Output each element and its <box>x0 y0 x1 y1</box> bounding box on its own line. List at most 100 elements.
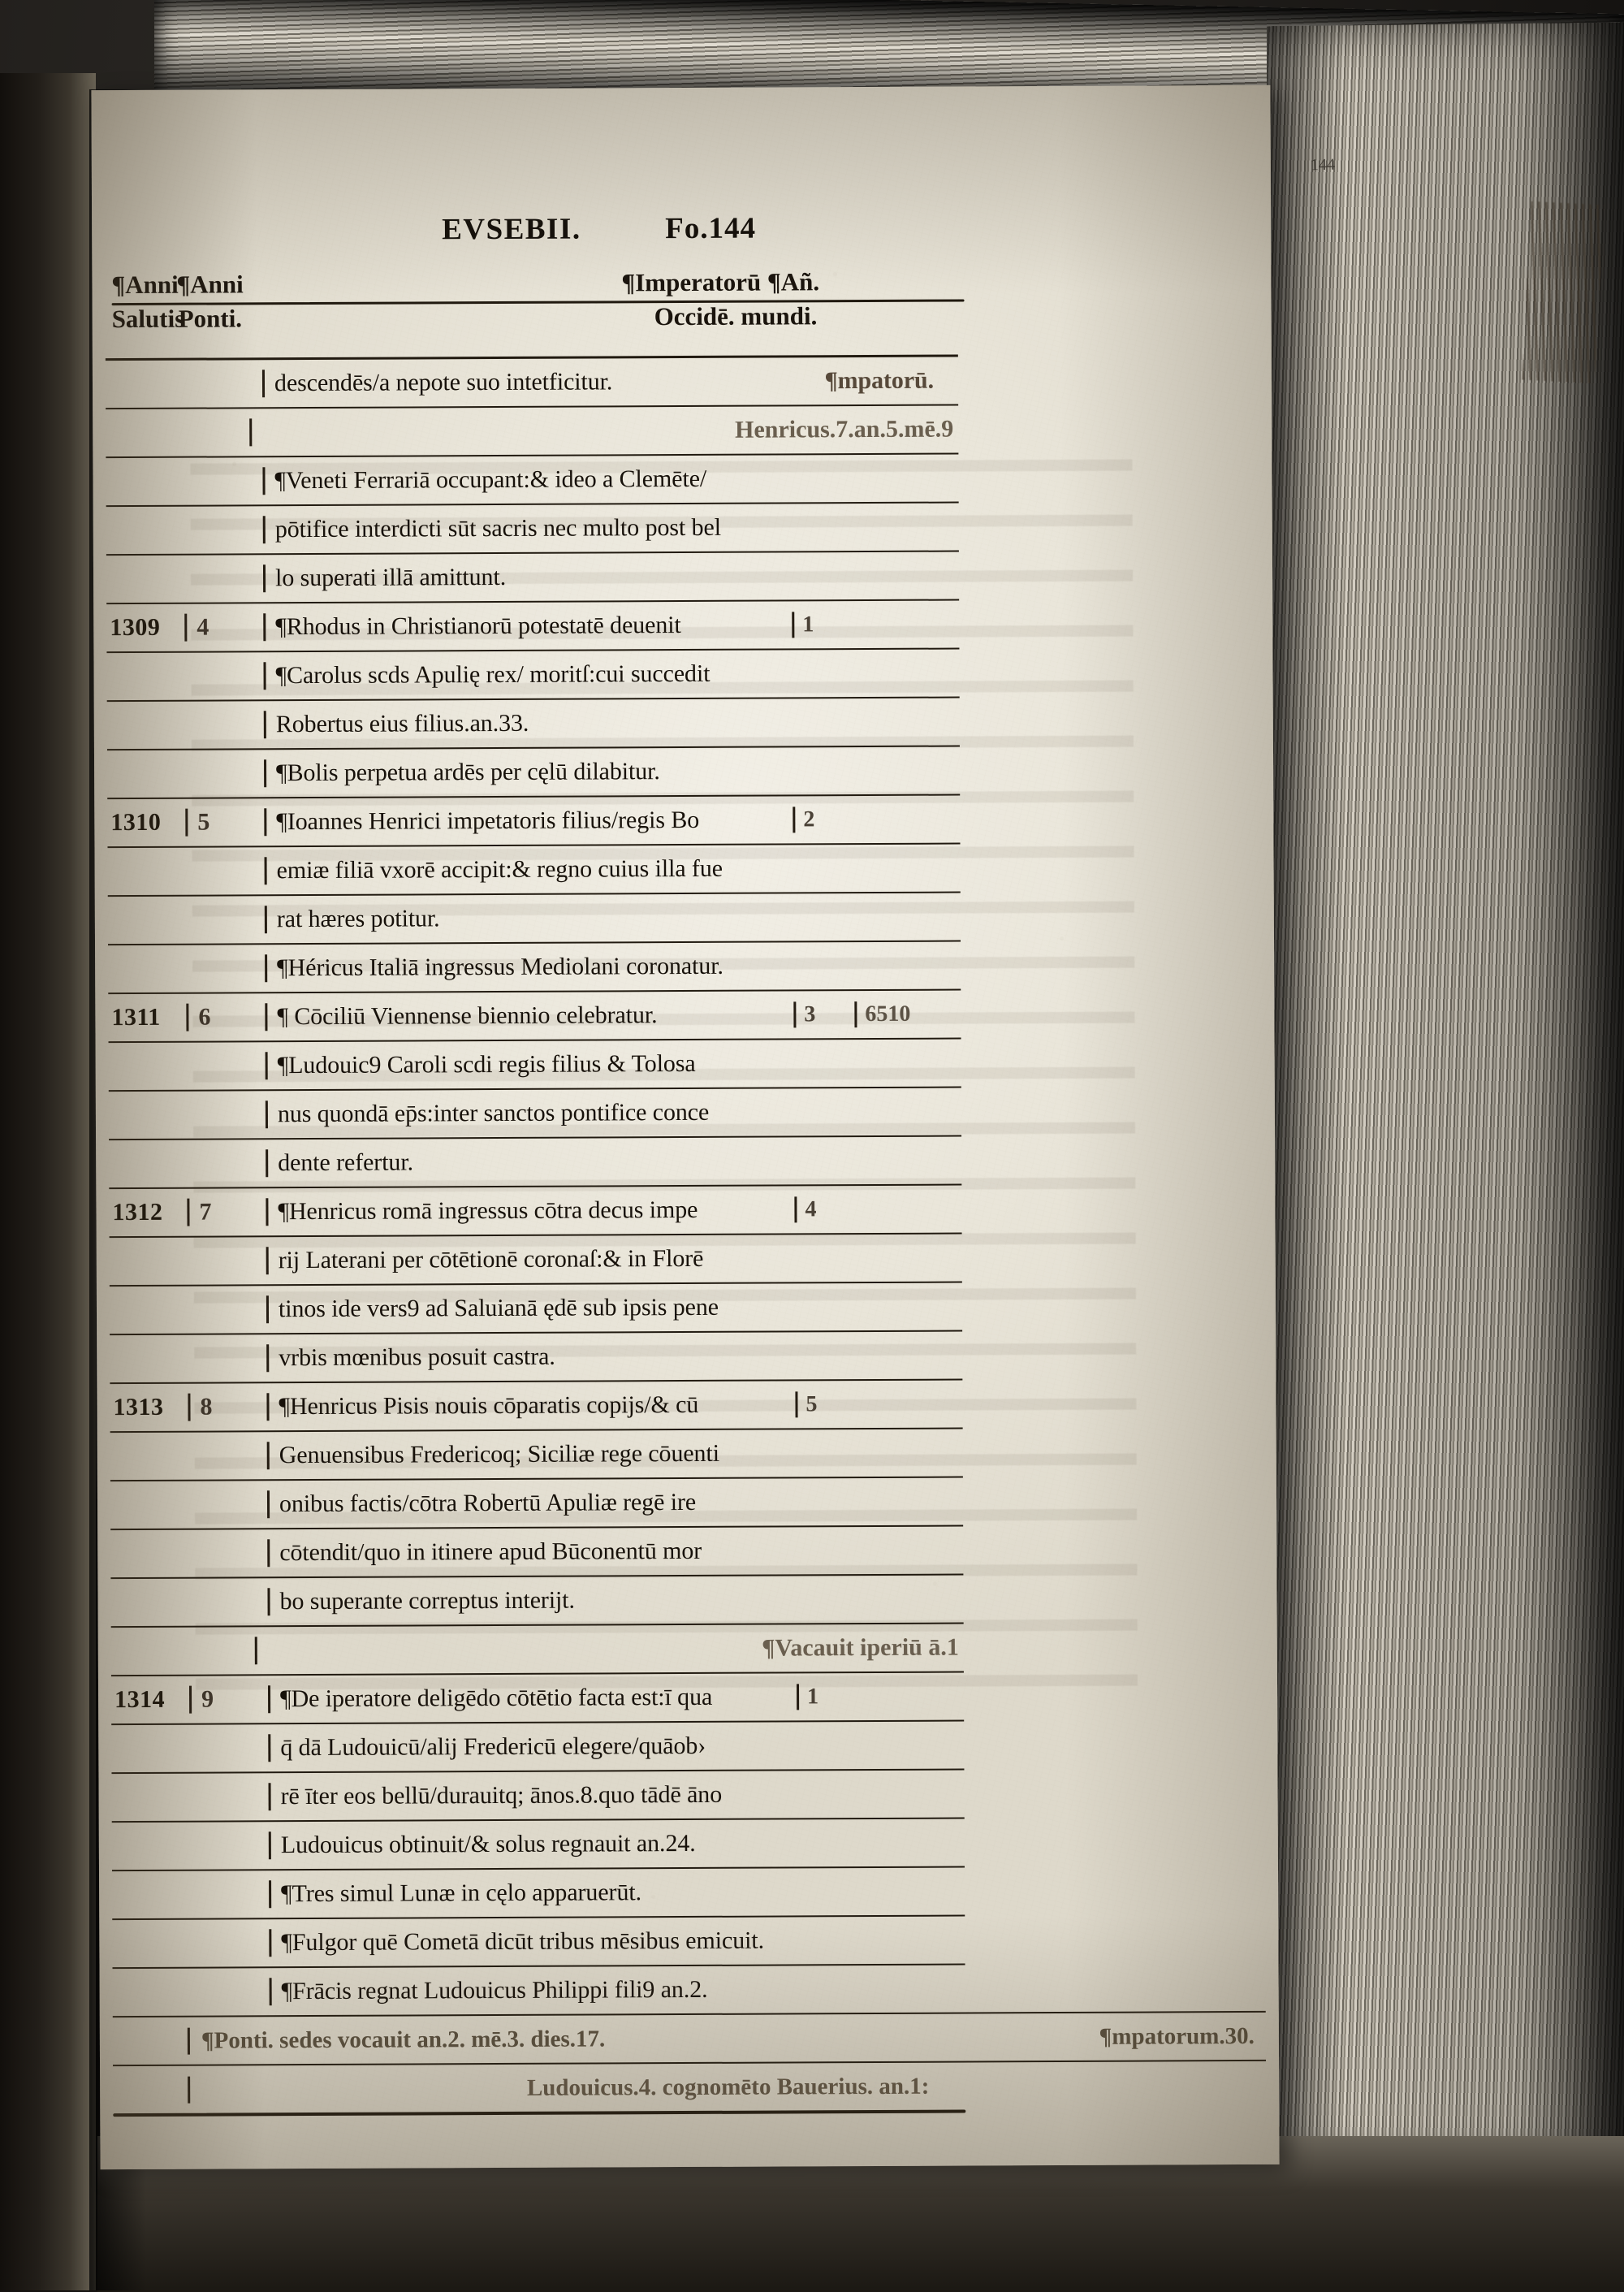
cell-event-text: ¶Veneti Ferrariā occupant:& ideo a Clemē… <box>262 465 792 495</box>
table-row: q̄ dā Ludouicū/alij Fredericū elegere/qu… <box>111 1719 965 1773</box>
cell-event-text: nus quondā ep̄s:inter sanctos pontifice … <box>265 1098 794 1129</box>
cell-year: 1310 <box>110 808 162 837</box>
footer-summary-row: ¶Ponti. sedes vocauit an.2. mē.3. dies.1… <box>112 2010 1267 2065</box>
banner-text: Henricus.7.an.5.mē.9 <box>249 415 959 447</box>
table-row: 1312 7 ¶Henricus romā ingressus cōtra decu… <box>109 1183 962 1237</box>
table-row: rat hæres potitur. <box>107 891 961 945</box>
table-row: pōtifice interdicti sūt sacris nec multo… <box>106 501 959 555</box>
cell-world-year <box>858 1940 965 1941</box>
table-row: vrbis mœnibus posuit castra. <box>110 1330 963 1383</box>
table-row: 1313 8 ¶Henricus Pisis nouis cōparatis cop… <box>110 1378 963 1432</box>
table-row: ¶Héricus Italiā ingressus Mediolani coro… <box>108 940 961 993</box>
cell-world-year <box>854 1111 961 1113</box>
cell-event-text: ¶Bolis perpetua ardēs per cęlū dilabitur… <box>264 757 793 788</box>
cell-world-year <box>856 1403 963 1405</box>
column-headings: ¶Anni ¶Anni Salutis Ponti. ¶Imperatorū ¶… <box>105 266 1258 358</box>
cell-world-year <box>853 770 961 772</box>
cell-world-year <box>857 1501 964 1503</box>
type-block: EVSEBII. Fo.144 ¶Anni ¶Anni Salutis Pont… <box>105 207 1267 2117</box>
cell-year: 1314 <box>114 1685 166 1714</box>
book-gutter <box>0 73 96 2290</box>
cell-world-year <box>852 526 959 528</box>
cell-world-year <box>854 1062 961 1064</box>
cell-event-text: onibus factis/cōtra Robertū Apuliæ regē … <box>266 1488 797 1519</box>
heading-anni-ponti-top: ¶Anni <box>176 270 244 299</box>
cell-event-text: ¶Héricus Italiā ingressus Mediolani coro… <box>265 952 794 983</box>
footer-pontificate-total: ¶Ponti. sedes vocauit an.2. mē.3. dies.1… <box>201 2025 606 2054</box>
table-row: descendēs/a nepote suo intetficitur. ¶mpa… <box>105 354 959 409</box>
cell-pontificate: 4 <box>184 613 264 642</box>
table-row: ¶Veneti Ferrariā occupant:& ideo a Clemē… <box>106 452 959 506</box>
cell-world-year <box>856 1452 963 1454</box>
table-row: cōtendit/quo in itinere apud Būconentū m… <box>110 1524 964 1578</box>
cell-event-text: descendēs/a nepote suo intetficitur. ¶mpa… <box>261 367 934 398</box>
table-row: dente refertur. <box>109 1135 962 1188</box>
cell-world-year <box>853 575 960 577</box>
footer-next-emperor-row: Ludouicus.4. cognomēto Bauerius. an.1: <box>113 2059 1267 2114</box>
cell-world-year <box>857 1745 965 1746</box>
cell-pontificate: 5 <box>185 808 265 837</box>
cell-world-year <box>853 721 960 723</box>
cell-event-text: bo superante correptus interijt. <box>267 1585 797 1616</box>
cell-event-text: cōtendit/quo in itinere apud Būconentū m… <box>267 1537 797 1568</box>
table-row: 1311 6 ¶ Cōciliū Viennense biennio celebra… <box>108 988 961 1042</box>
table-row: rij Laterani per cōtētionē coronaſ:& in … <box>109 1232 962 1286</box>
cell-pontificate: 9 <box>188 1685 269 1714</box>
cell-world-year <box>854 965 961 967</box>
table-row: lo superati illā amittunt. <box>106 550 960 603</box>
fore-edge-marking <box>1522 201 1605 384</box>
cell-event-text: q̄ dā Ludouicū/alij Fredericū elegere/qu… <box>268 1732 797 1762</box>
cell-event-text: rat hæres potitur. <box>264 903 793 934</box>
cell-world-year <box>858 1988 965 1990</box>
inline-banner-text: ¶mpatorū. <box>824 366 935 395</box>
recto-page: EVSEBII. Fo.144 ¶Anni ¶Anni Salutis Pont… <box>91 84 1280 2170</box>
running-head: EVSEBII. Fo.144 <box>105 207 1258 270</box>
footer-next-emperor: Ludouicus.4. cognomēto Bauerius. an.1: <box>188 2071 1267 2104</box>
cell-event-text: lo superati illā amittunt. <box>262 562 793 593</box>
cell-event-text: Ludouicus obtinuit/& solus regnauit an.2… <box>268 1829 797 1860</box>
cell-world-year <box>855 1257 962 1259</box>
cell-pontificate: 7 <box>187 1198 266 1226</box>
table-row: bo superante correptus interijt. <box>110 1573 964 1627</box>
cell-pontificate: 8 <box>188 1393 267 1421</box>
heading-ponti: Ponti. <box>178 304 243 333</box>
cell-world-year <box>852 478 959 479</box>
heading-rule <box>111 299 965 306</box>
cell-emperor-year: 3 <box>793 1001 855 1028</box>
table-row: Genuensibus Fredericoq; Siciliæ rege cōu… <box>110 1427 963 1481</box>
cell-world-year <box>857 1598 964 1600</box>
cell-emperor-year: 5 <box>795 1391 857 1418</box>
footer-summary-body: ¶Ponti. sedes vocauit an.2. mē.3. dies.1… <box>187 2022 1266 2055</box>
table-row: 1309 4 ¶Rhodus in Christianorū potestatē d… <box>106 599 960 652</box>
cell-world-year <box>857 1550 964 1551</box>
cell-year: 1313 <box>113 1393 164 1421</box>
cell-event-text: ¶Rhodus in Christianorū potestatē deueni… <box>263 611 793 642</box>
table-banner-row: Henricus.7.an.5.mē.9 <box>106 404 959 457</box>
cell-event-text: ¶Henricus romā ingressus cōtra decus imp… <box>266 1196 795 1226</box>
table-row: ¶Carolus scds Apulię rex/ moritſ:cui suc… <box>106 647 960 701</box>
cell-world-year <box>855 1306 962 1308</box>
table-row: 1310 5 ¶Ioannes Henrici impetatoris filius… <box>107 794 961 847</box>
cell-event-text: ¶Tres simul Lunæ in cęlo apparuerūt. <box>269 1878 798 1909</box>
banner-text: ¶Vacauit iperiū ā.1 <box>254 1633 964 1665</box>
cell-event-text: Robertus eius filius.an.33. <box>263 708 793 739</box>
cell-world-year <box>853 867 961 869</box>
heading-occid-mundi: Occidē. mundi. <box>654 301 818 331</box>
cell-event-text: vrbis mœnibus posuit castra. <box>266 1342 796 1373</box>
heading-imperatorum: ¶Imperatorū ¶Añ. <box>621 267 820 297</box>
cell-event-text: ¶Carolus scds Apulię rex/ moritſ:cui suc… <box>263 659 793 690</box>
table-row: onibus factis/cōtra Robertū Apuliæ regē … <box>110 1476 964 1529</box>
cell-world-year <box>855 1209 962 1210</box>
cell-event-text: ¶Ioannes Henrici impetatoris filius/regi… <box>264 806 793 837</box>
table-row: nus quondā ep̄s:inter sanctos pontifice … <box>108 1086 962 1140</box>
heading-salutis: Salutis <box>111 304 185 334</box>
cell-event-text: ¶De iperatore deligēdo cōtētio facta est… <box>267 1683 797 1714</box>
cell-pontificate: 6 <box>186 1003 266 1031</box>
cell-event-text: rē īter eos bellū/durauitq; ānos.8.quo t… <box>268 1780 797 1811</box>
running-title: EVSEBII. <box>442 212 581 247</box>
cell-emperor-year: 4 <box>794 1196 856 1223</box>
cell-emperor-year: 1 <box>792 612 853 638</box>
cell-event-text: ¶Frācis regnat Ludouicus Philippi fili9 … <box>269 1975 798 2006</box>
cell-event-text: tinos ide vers9 ad Saluianā ędē sub ipsi… <box>266 1293 796 1324</box>
